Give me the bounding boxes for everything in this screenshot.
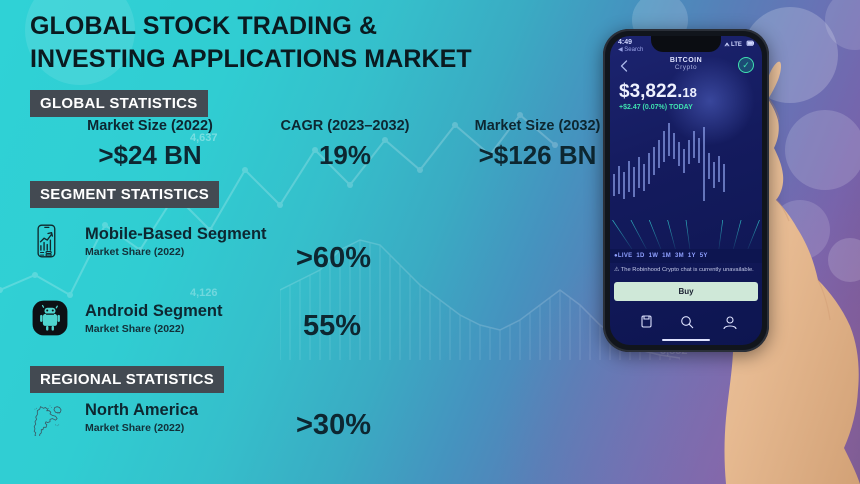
svg-text:LTE: LTE — [731, 42, 742, 47]
